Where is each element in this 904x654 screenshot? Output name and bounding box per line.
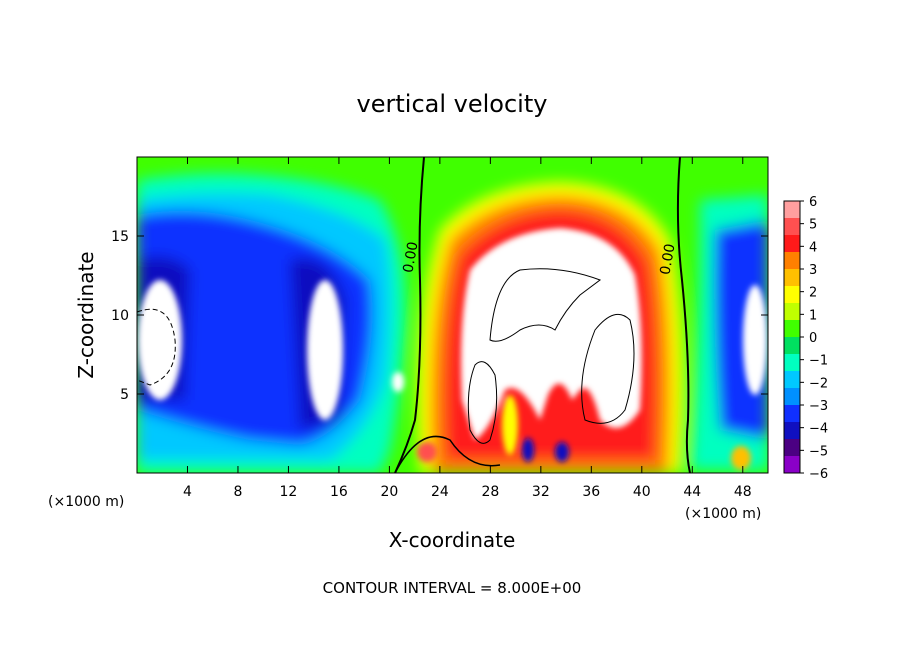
low-level-updraft-right	[731, 446, 751, 470]
contour-label-right: 0.00	[657, 243, 678, 276]
x-tick-label: 4	[183, 484, 192, 500]
contour-zero-left	[394, 157, 425, 473]
downdraft-core-small	[392, 372, 404, 392]
colorbar-swatch	[784, 235, 800, 253]
contour-zero-right	[676, 157, 691, 473]
colorbar-swatch	[784, 269, 800, 287]
colorbar-tick-label: −4	[809, 422, 828, 437]
x-axis: 4 8 12 16 20 24 28 32 36 40 44 48	[183, 157, 752, 500]
colorbar-swatch	[784, 371, 800, 389]
colorbar-tick-label: 4	[809, 240, 817, 255]
colorbar-swatch	[784, 337, 800, 355]
plot-area	[137, 157, 768, 473]
colorbar-tick-label: −6	[809, 467, 828, 482]
colorbar-tick-label: −3	[809, 399, 828, 414]
x-tick-label: 48	[734, 484, 752, 500]
x-tick-label: 32	[532, 484, 550, 500]
colorbar-swatch	[784, 303, 800, 321]
x-tick-label: 8	[233, 484, 242, 500]
x-tick-label: 36	[582, 484, 600, 500]
x-tick-label: 44	[683, 484, 701, 500]
x-unit-right: (×1000 m)	[685, 506, 761, 522]
x-tick-label: 16	[330, 484, 348, 500]
contour-eight-right	[581, 313, 635, 424]
colorbar-tick-label: 3	[809, 263, 817, 278]
contour-eight	[489, 268, 602, 342]
y-tick-label: 15	[111, 229, 129, 245]
x-tick-label: 40	[633, 484, 651, 500]
colorbar-swatch	[784, 354, 800, 372]
low-level-updraft	[417, 442, 437, 462]
colorbar-tick-label: 1	[809, 308, 817, 323]
colorbar-tick-label: 5	[809, 218, 817, 233]
low-level-downdraft-b	[555, 442, 569, 462]
downdraft-core-mid	[307, 280, 343, 420]
y-axis-label: Z-coordinate	[74, 251, 98, 378]
colorbar-swatch	[784, 218, 800, 236]
colorbar-tick-label: −2	[809, 376, 828, 391]
low-level-downdraft-a	[522, 438, 534, 462]
low-level-yellow	[502, 395, 518, 455]
colorbar-swatch	[784, 286, 800, 304]
x-tick-label: 28	[481, 484, 499, 500]
colorbar-tick-label: −1	[809, 354, 828, 369]
colorbar-tick-label: 0	[809, 331, 817, 346]
y-axis: 5 10 15	[111, 229, 768, 403]
x-tick-label: 12	[280, 484, 298, 500]
colorbar-swatch	[784, 320, 800, 338]
x-tick-label: 20	[380, 484, 398, 500]
colorbar-swatch	[784, 456, 800, 474]
colorbar-tick-label: 6	[809, 195, 817, 210]
contour-negative	[137, 308, 176, 386]
colorbar-swatch	[784, 405, 800, 423]
y-tick-label: 5	[120, 387, 129, 403]
colorbar-swatch	[784, 388, 800, 406]
x-tick-label: 24	[431, 484, 449, 500]
contour-lines	[137, 157, 691, 473]
colorbar-tick-label: 2	[809, 286, 817, 301]
contour-label-left: 0.00	[400, 241, 421, 274]
contour-interval-note: CONTOUR INTERVAL = 8.000E+00	[323, 579, 582, 597]
colorbar-swatch	[784, 201, 800, 219]
colorbar: 6 5 4 3 2 1 0 −1 −2 −3 −4 −5 −6	[783, 195, 828, 482]
downdraft-core-left	[138, 280, 182, 400]
colorbar-swatch	[784, 422, 800, 440]
colorbar-swatch	[784, 252, 800, 270]
contour-eight-left	[467, 361, 498, 444]
chart-title: vertical velocity	[357, 90, 548, 118]
contour-zero-bottom	[394, 435, 501, 473]
x-axis-label: X-coordinate	[389, 528, 516, 552]
colorbar-swatch	[784, 439, 800, 457]
downdraft-core-right	[743, 285, 767, 395]
y-tick-label: 10	[111, 308, 129, 324]
colorbar-tick-label: −5	[809, 444, 828, 459]
x-unit-left: (×1000 m)	[48, 494, 124, 510]
